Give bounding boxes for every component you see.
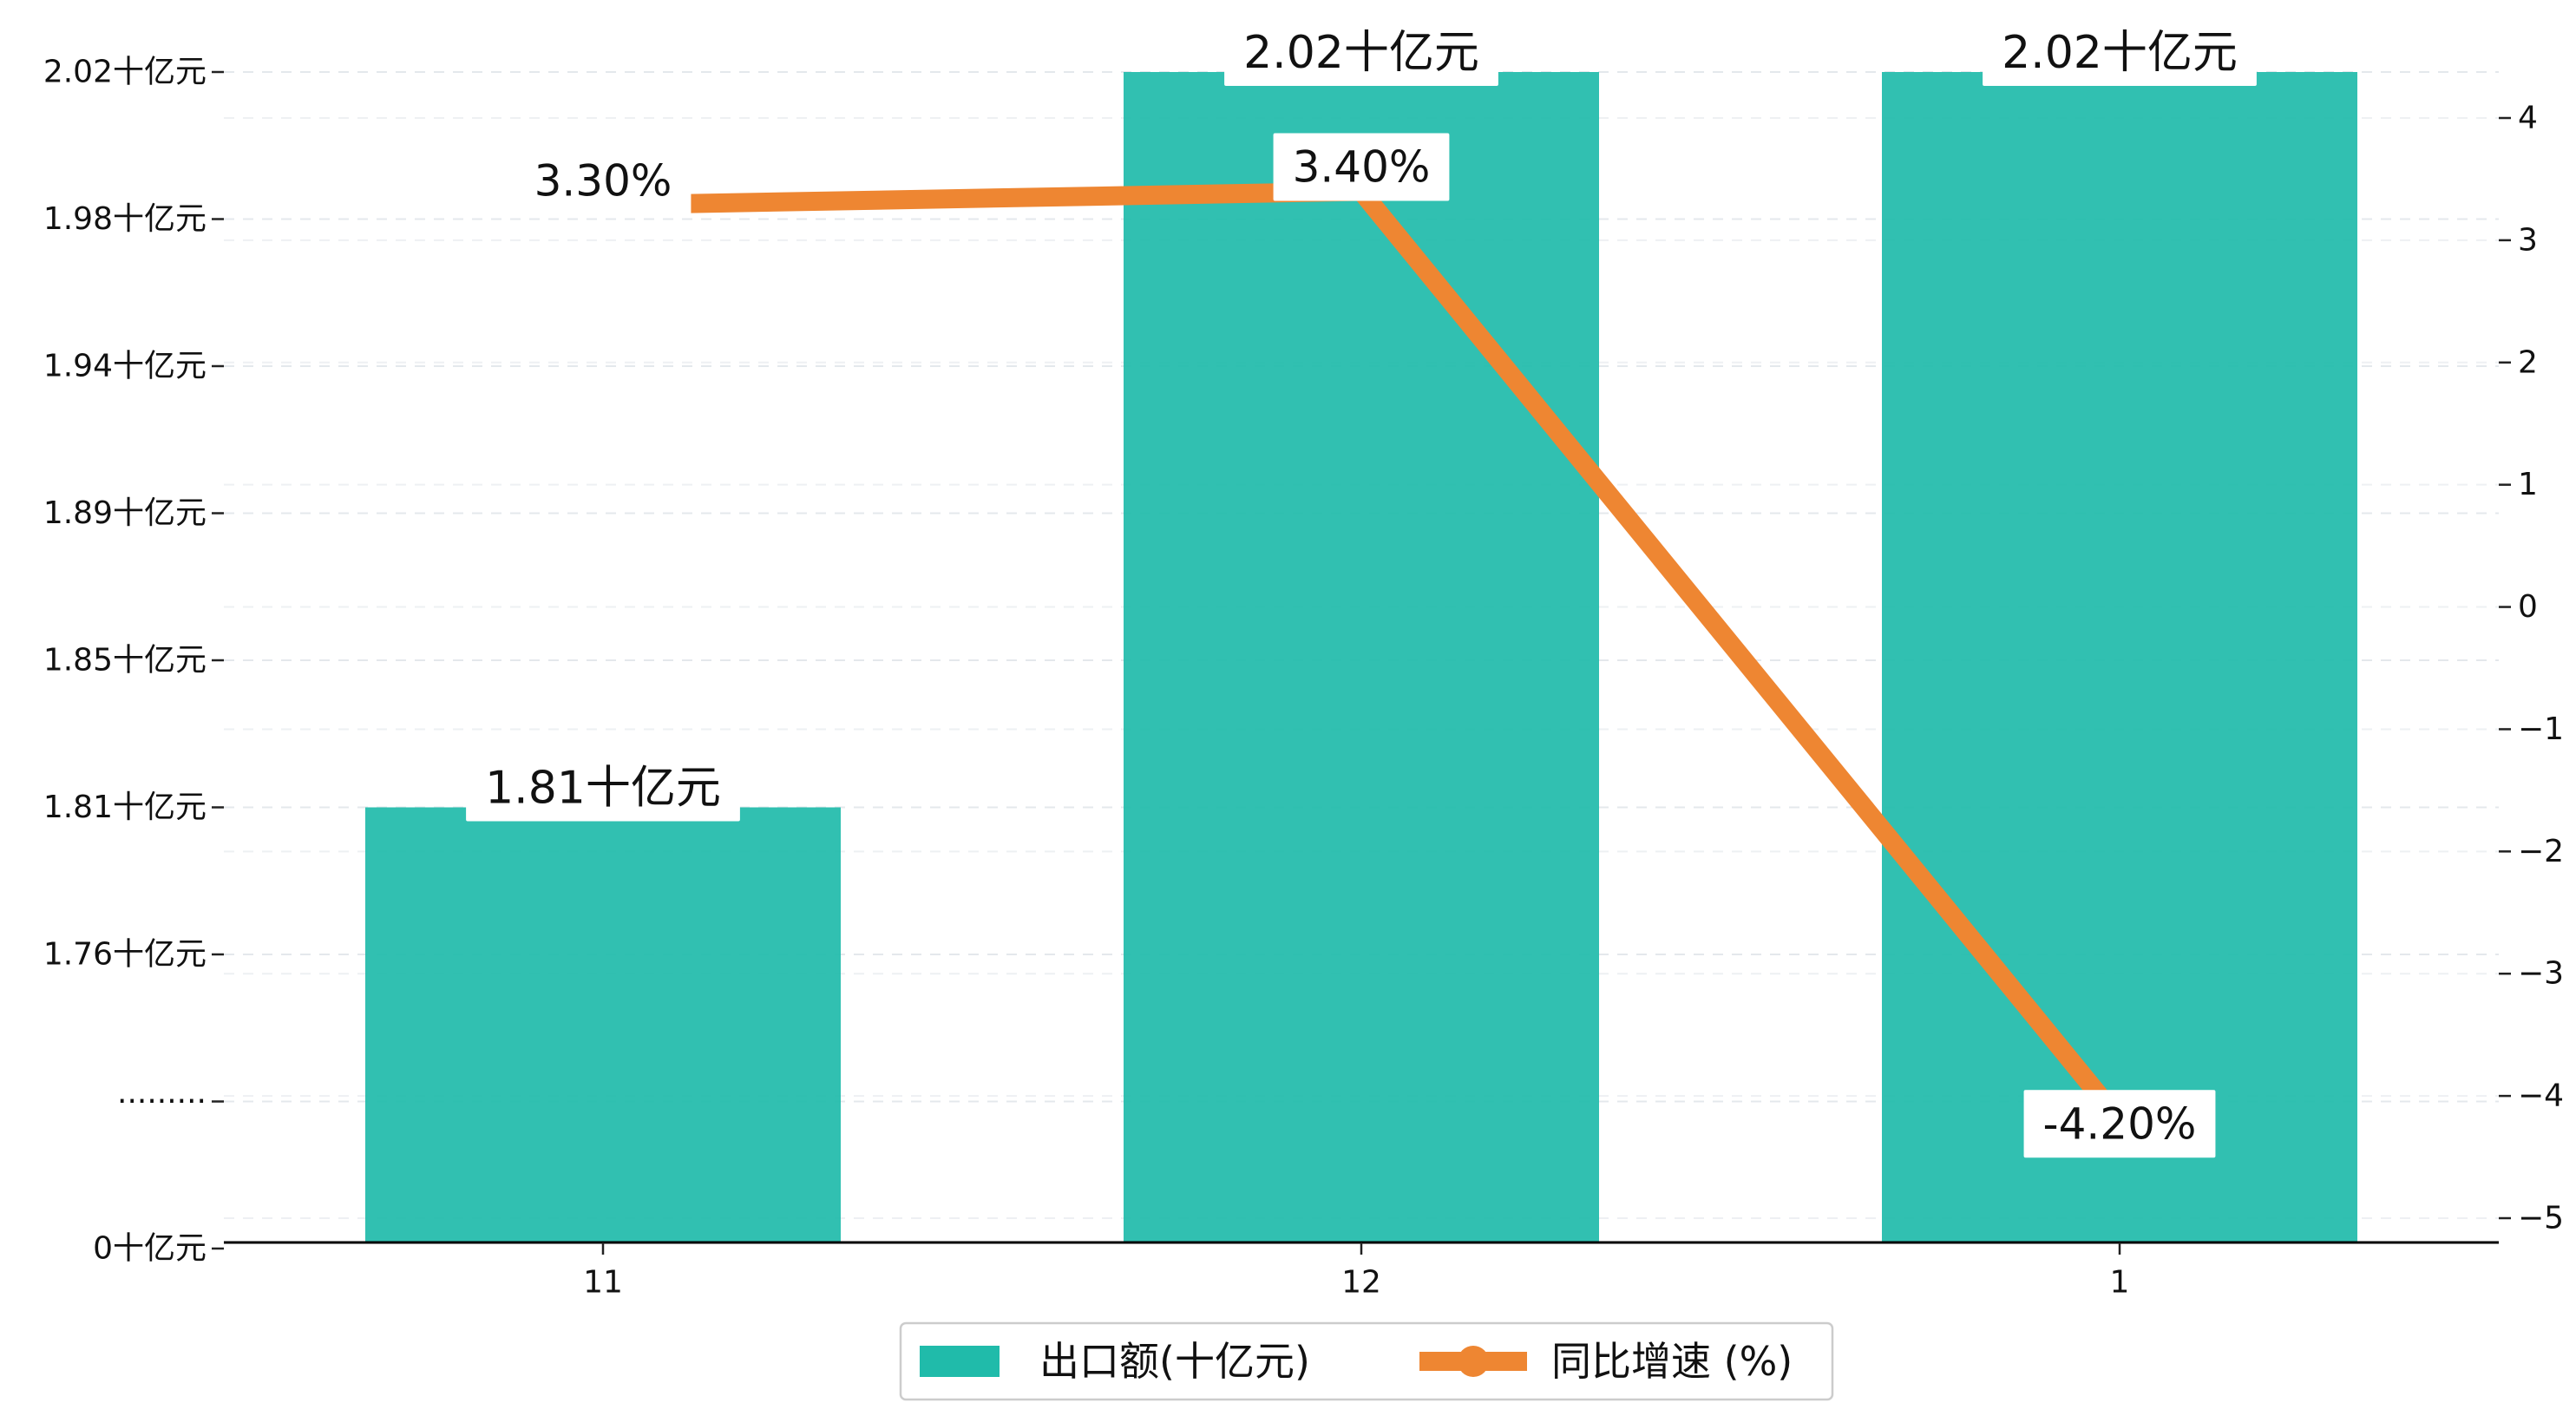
bar-value-label-text: 2.02十亿元 [1243, 27, 1479, 79]
bar-value-label-box [1983, 20, 2257, 86]
bar-value-label-box [1224, 20, 1498, 86]
bar-series [365, 72, 2357, 1242]
right-tick-label: −5 [2518, 1201, 2564, 1236]
left-tick-label: 1.89十亿元 [43, 495, 206, 531]
line-value-label-text: 3.40% [1293, 142, 1431, 193]
legend-label-line: 同比增速 (%) [1551, 1338, 1793, 1385]
bar-value-label: 2.02十亿元 [1224, 20, 1498, 86]
bar-1 [1882, 72, 2357, 1242]
line-value-label-box [1273, 133, 1450, 201]
left-tick-label: 0十亿元 [93, 1231, 206, 1267]
bar-11 [365, 807, 841, 1242]
bar-12 [1124, 72, 1599, 1242]
right-tick-label: −3 [2518, 956, 2564, 992]
line-value-label-box [2023, 1090, 2216, 1158]
bar-value-label-text: 1.81十亿元 [485, 763, 721, 815]
legend-box: 出口额(十亿元) 同比增速 (%) [899, 1321, 1834, 1401]
legend-frame [899, 1321, 1834, 1401]
line-value-label-text: 3.30% [534, 156, 672, 206]
left-tick-label: 1.81十亿元 [43, 790, 206, 825]
x-tick-label: 12 [1341, 1265, 1381, 1301]
bar-value-label: 2.02十亿元 [1983, 20, 2257, 86]
line-value-label-text: -4.20% [2043, 1098, 2197, 1149]
x-tick-label: 1 [2110, 1265, 2130, 1301]
bar-value-label-text: 2.02十亿元 [2002, 27, 2238, 79]
legend-label-bar: 出口额(十亿元) [1039, 1338, 1310, 1385]
right-tick-label: 3 [2518, 222, 2538, 258]
left-tick-label: 2.02十亿元 [43, 55, 206, 90]
left-tick-label: ········· [117, 1084, 206, 1119]
line-value-label-box [515, 147, 692, 215]
legend-swatch-bar [920, 1346, 1000, 1377]
bar-value-label: 1.81十亿元 [466, 755, 740, 822]
right-tick-label: −1 [2518, 711, 2564, 747]
x-tick-label: 11 [583, 1265, 623, 1301]
axes: 0十亿元 ········· 1.76十亿元 1.81十亿元 1.85十亿元 1.89十亿… [43, 55, 2564, 1301]
left-tick-label: 1.85十亿元 [43, 643, 206, 678]
line-value-label: 3.30% [515, 147, 692, 215]
left-tick-label: 1.98十亿元 [43, 201, 206, 237]
right-tick-label: −4 [2518, 1078, 2564, 1114]
legend-swatch-marker [1458, 1346, 1489, 1377]
right-tick-label: 4 [2518, 101, 2538, 136]
legend: 出口额(十亿元) 同比增速 (%) [899, 1321, 1834, 1401]
data-labels: 1.81十亿元 2.02十亿元 2.02十亿元 3.30% 3.40% -4.20% [466, 20, 2257, 1158]
left-tick-label: 1.76十亿元 [43, 937, 206, 973]
line-value-label: 3.40% [1273, 133, 1450, 201]
bar-value-label-box [466, 755, 740, 822]
right-tick-label: 1 [2518, 467, 2538, 502]
right-tick-label: −2 [2518, 834, 2564, 869]
right-tick-label: 0 [2518, 589, 2538, 625]
line-value-label: -4.20% [2023, 1090, 2216, 1158]
left-tick-label: 1.94十亿元 [43, 349, 206, 384]
right-tick-label: 2 [2518, 344, 2538, 380]
